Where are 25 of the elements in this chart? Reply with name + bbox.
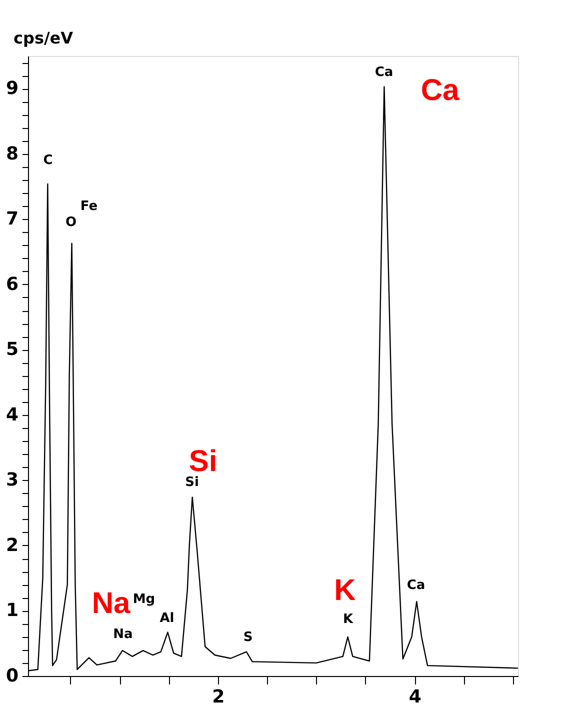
annotation: Ca [374, 65, 394, 80]
annotation: Al [160, 611, 174, 626]
annotation: Fe [80, 199, 98, 214]
y-tick-label: 3 [6, 470, 18, 491]
y-tick-label: 0 [6, 666, 18, 686]
y-tick-label: 1 [6, 600, 18, 622]
y-tick-label: 6 [6, 274, 18, 295]
y-tick-label: 4 [6, 404, 18, 426]
annotation: Ca [420, 74, 460, 107]
annotation: Na [92, 587, 130, 620]
annotation: K [342, 612, 354, 627]
annotation: S [243, 630, 253, 645]
y-axis-title: cps/eV [14, 28, 74, 48]
annotation: Si [185, 475, 199, 490]
y-tick-label: 8 [6, 143, 18, 164]
y-tick-label: 7 [6, 208, 18, 230]
annotation: Mg [132, 592, 156, 607]
y-tick-label: 5 [6, 339, 18, 360]
annotation: O [65, 215, 77, 230]
annotation: Ca [406, 578, 426, 593]
y-tick-label: 9 [6, 78, 18, 100]
y-tick-label: 2 [6, 534, 18, 556]
annotation: K [334, 574, 356, 607]
annotation: C [43, 153, 53, 168]
annotation: Na [113, 627, 133, 642]
